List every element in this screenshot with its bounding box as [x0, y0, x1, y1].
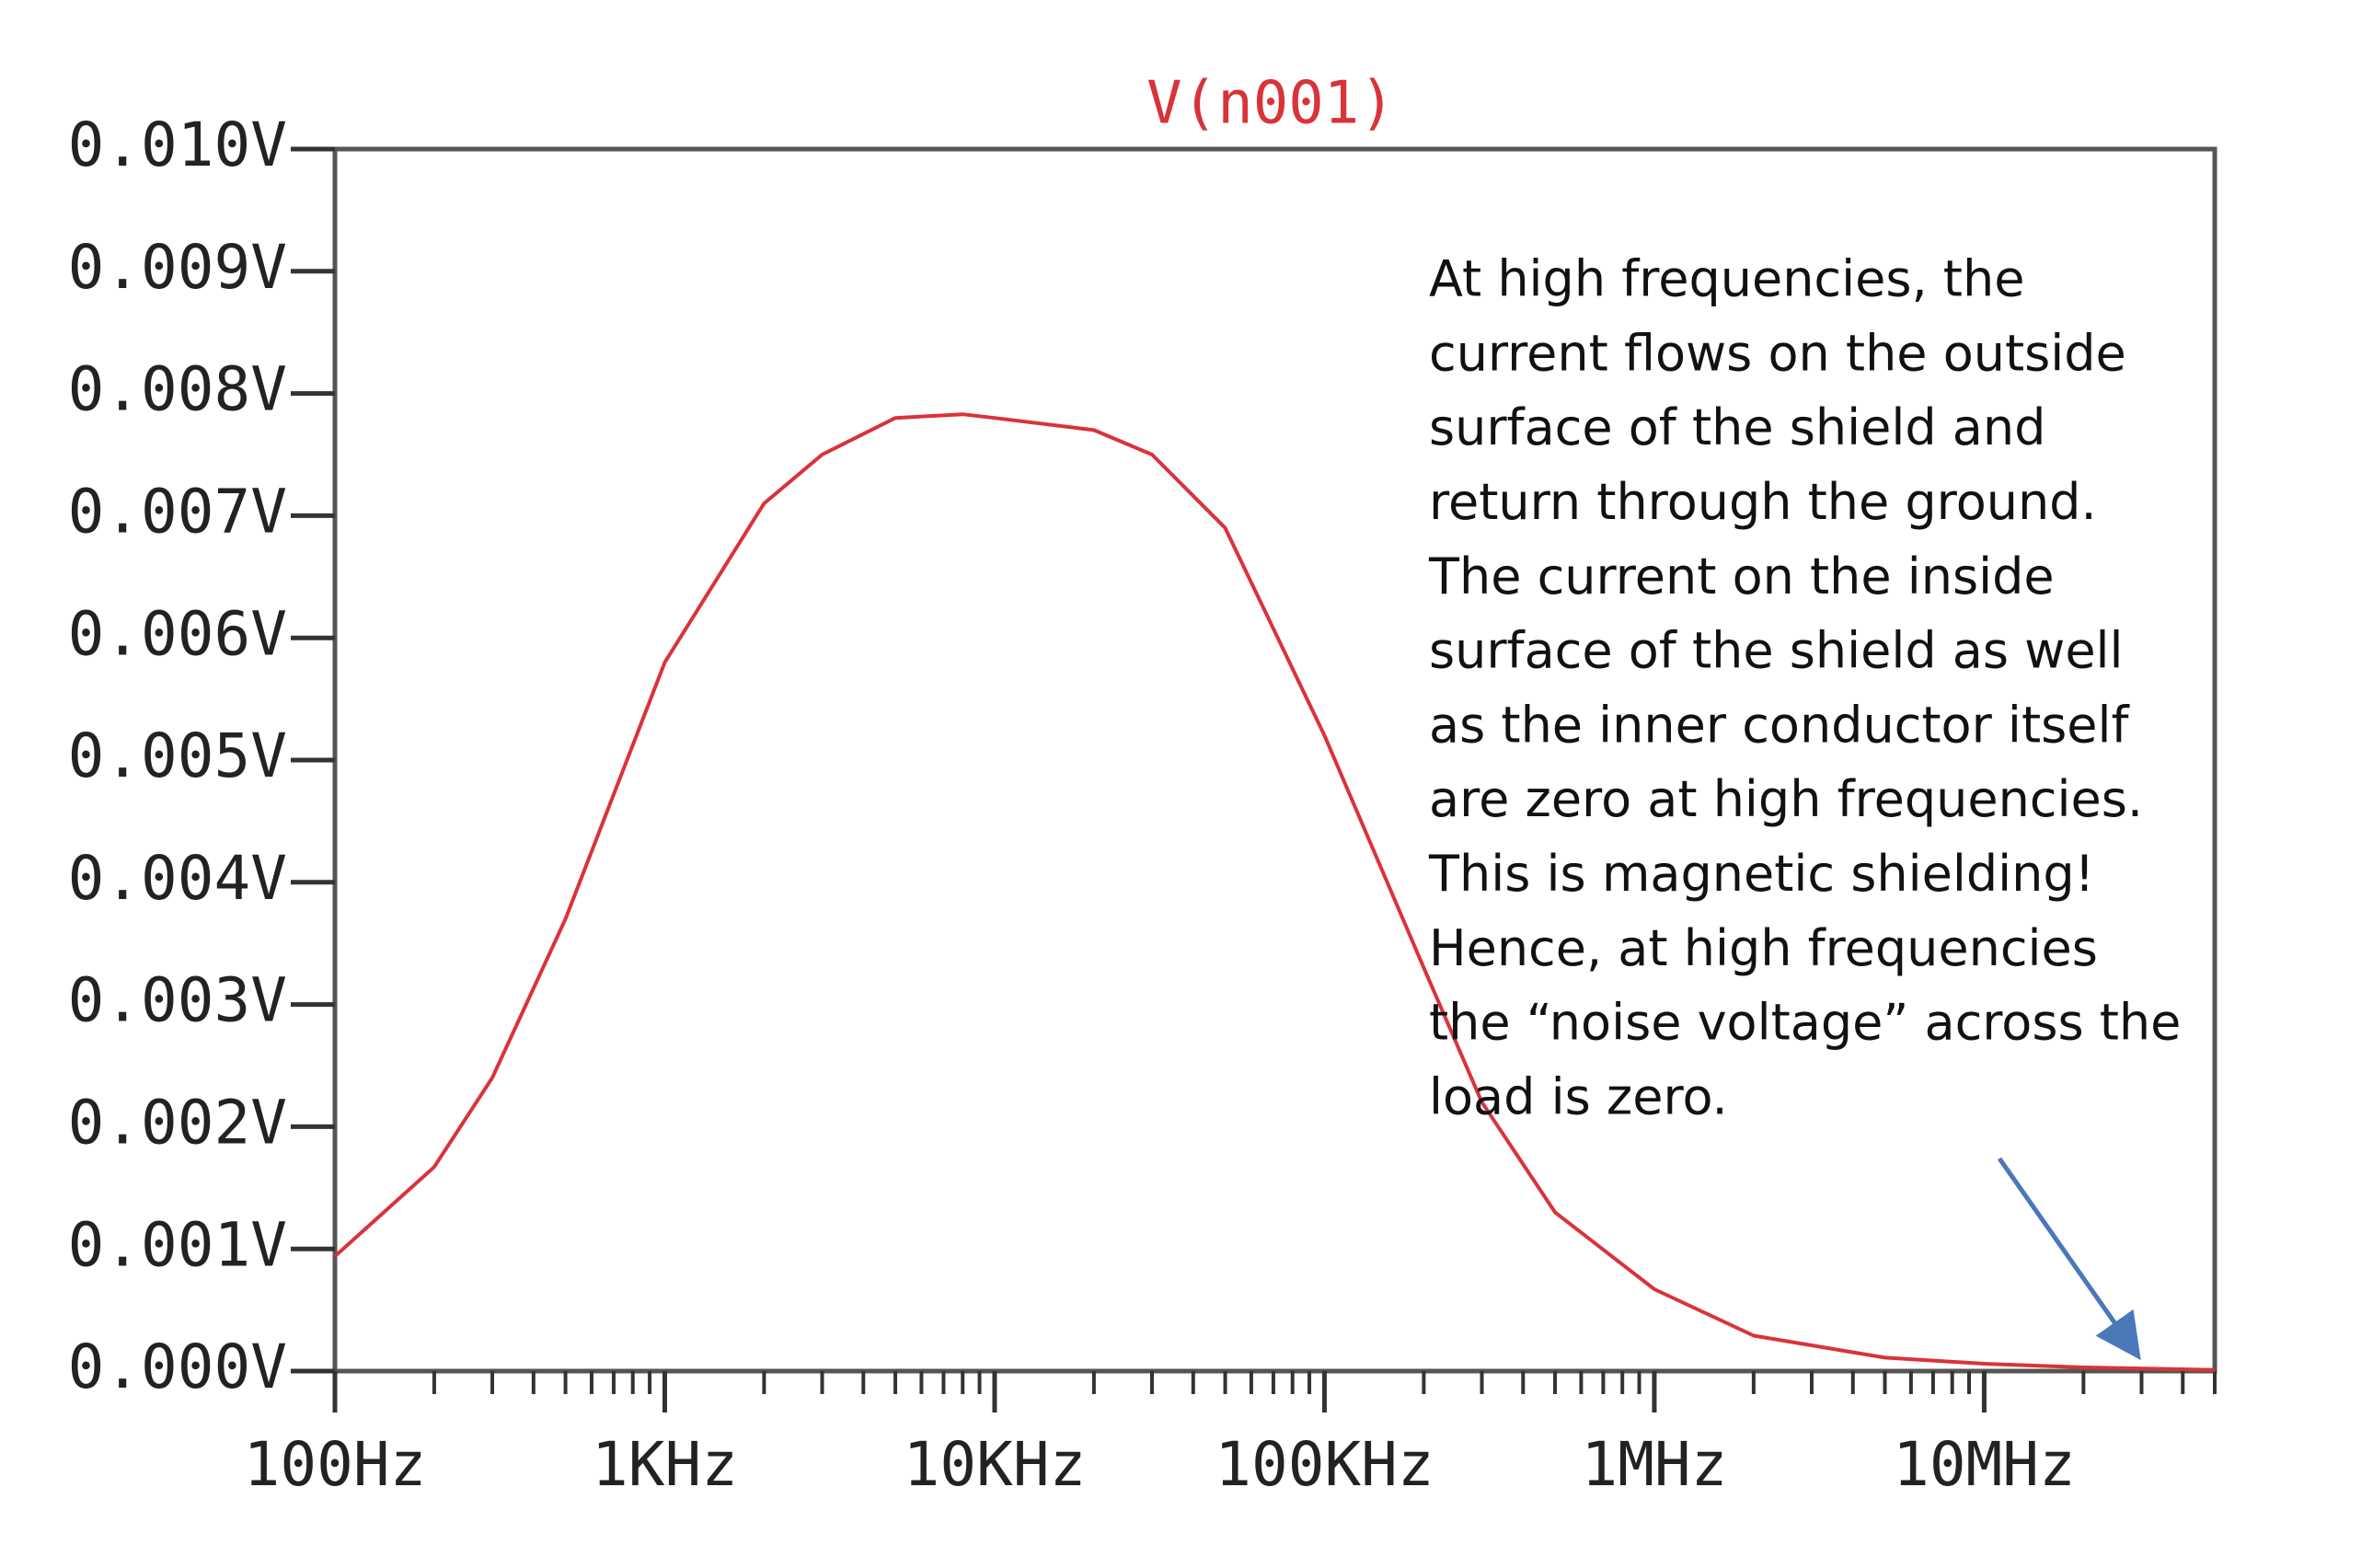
- annotation-line: At high frequencies, the: [1429, 250, 2024, 308]
- annotation-arrow: [1997, 1157, 2141, 1361]
- annotation-line: The current on the inside: [1428, 548, 2055, 605]
- x-tick-label: 100KHz: [1215, 1429, 1434, 1500]
- x-tick-label: 1MHz: [1581, 1429, 1727, 1500]
- y-tick-label: 0.001V: [68, 1209, 287, 1280]
- x-tick-label: 100Hz: [244, 1429, 427, 1500]
- y-tick-label: 0.010V: [68, 110, 287, 180]
- annotation-line: load is zero.: [1429, 1067, 1728, 1125]
- x-tick-label: 10KHz: [904, 1429, 1087, 1500]
- annotation-line: surface of the shield and: [1429, 398, 2045, 456]
- y-tick-label: 0.008V: [68, 354, 287, 425]
- annotation-line: current flows on the outside: [1429, 324, 2126, 382]
- annotation-line: as the inner conductor itself: [1429, 696, 2130, 754]
- annotation-line: surface of the shield as well: [1429, 622, 2124, 680]
- annotation-line: are zero at high frequencies.: [1429, 770, 2143, 828]
- y-tick-label: 0.000V: [68, 1332, 287, 1402]
- x-tick-label: 10MHz: [1893, 1429, 2076, 1500]
- annotation-line: the “noise voltage” across the: [1429, 994, 2181, 1052]
- y-tick-label: 0.003V: [68, 965, 287, 1036]
- y-tick-label: 0.004V: [68, 843, 287, 914]
- y-tick-label: 0.006V: [68, 598, 287, 669]
- annotation-line: This is magnetic shielding!: [1428, 845, 2094, 903]
- y-tick-label: 0.009V: [68, 232, 287, 303]
- chart-title: V(n001): [1146, 70, 1395, 138]
- y-tick-label: 0.007V: [68, 476, 287, 547]
- series-line: [333, 412, 2216, 1372]
- annotation-line: return through the ground.: [1429, 473, 2097, 531]
- y-tick-label: 0.002V: [68, 1087, 287, 1158]
- annotation-line: Hence, at high frequencies: [1429, 919, 2098, 977]
- x-tick-label: 1KHz: [592, 1429, 738, 1500]
- y-tick-label: 0.005V: [68, 721, 287, 791]
